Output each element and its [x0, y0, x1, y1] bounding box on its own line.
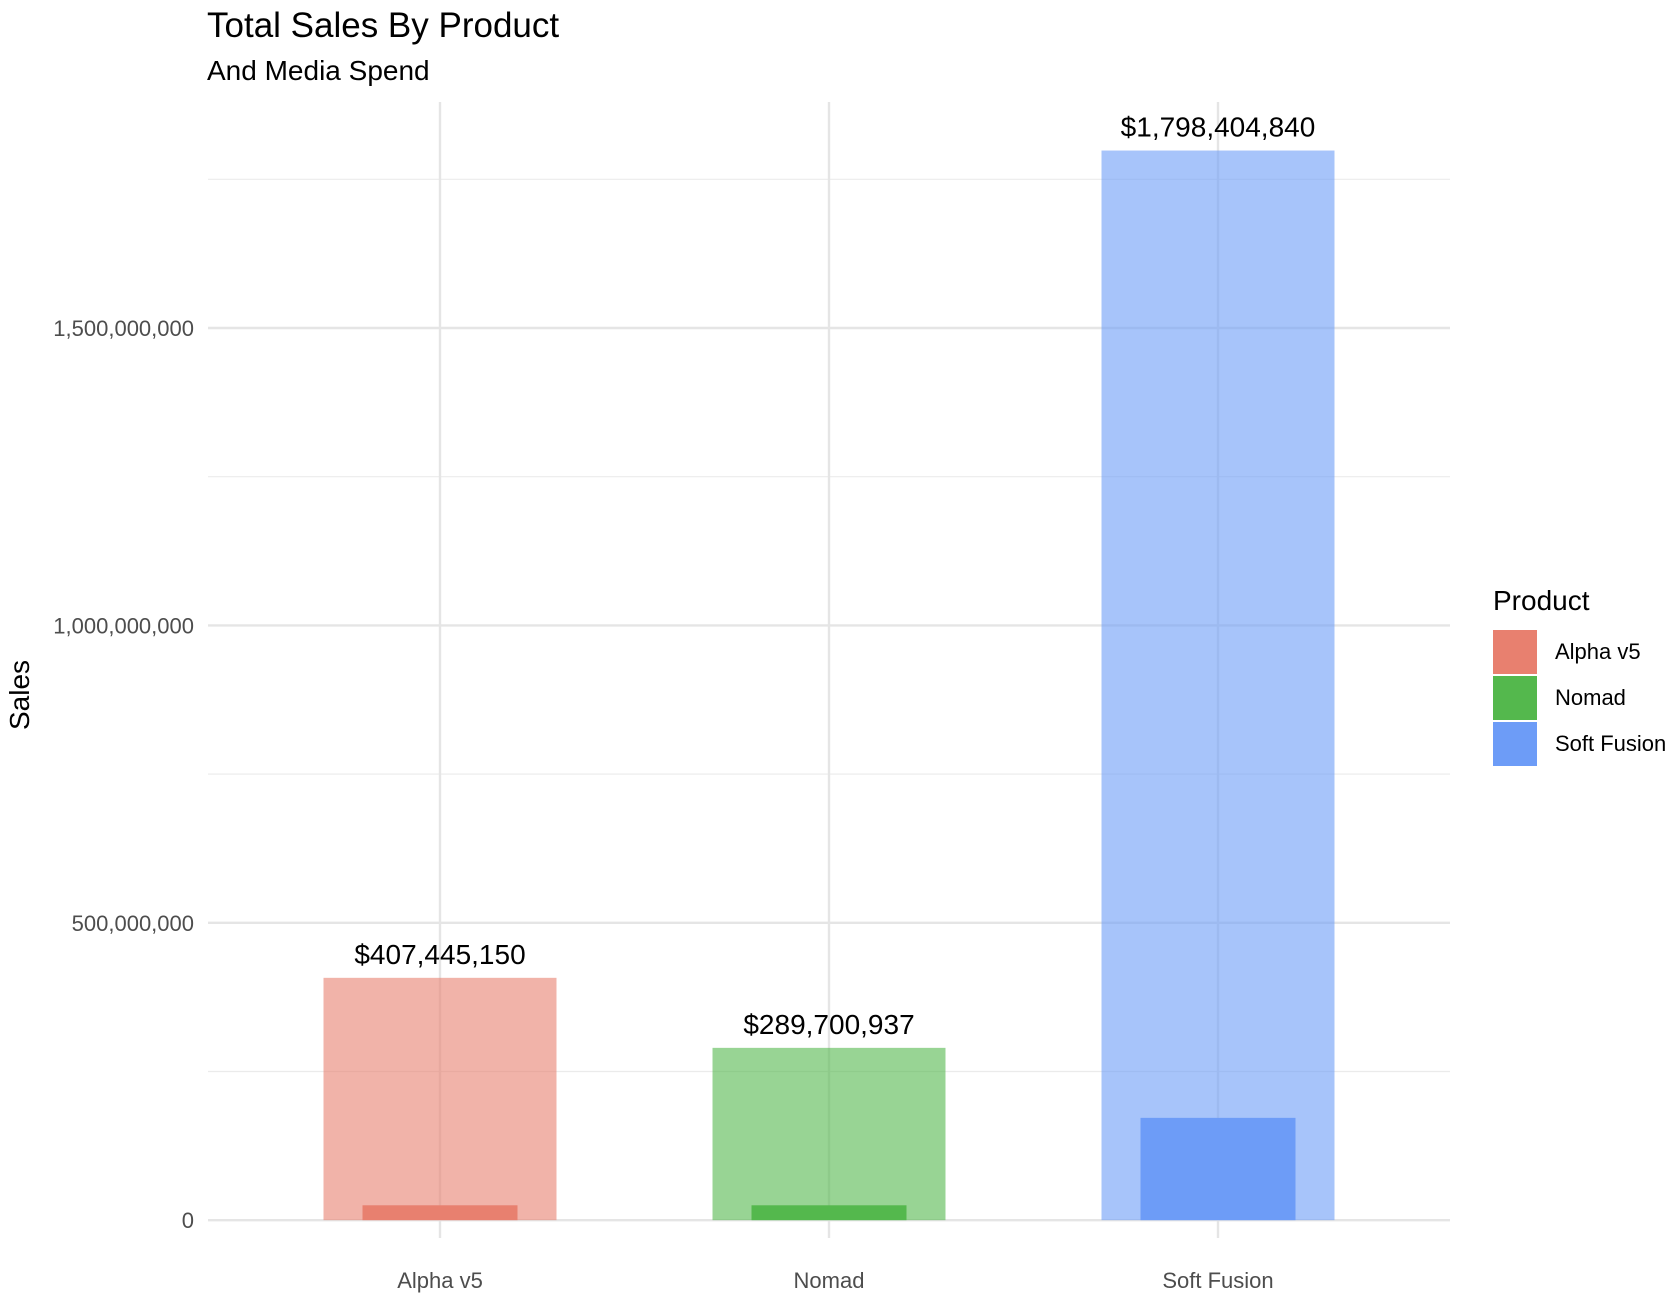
legend-items: Alpha v5 Nomad Soft Fusion [1493, 629, 1666, 767]
media-spend-bar [1140, 1117, 1296, 1221]
y-tick-label: 0 [182, 1208, 194, 1233]
sales-bar [323, 977, 557, 1221]
x-tick-label: Alpha v5 [397, 1268, 483, 1293]
data-label: $289,700,937 [743, 1009, 914, 1040]
x-tick-label: Soft Fusion [1162, 1268, 1273, 1293]
legend-item: Soft Fusion [1493, 721, 1666, 767]
chart-title: Total Sales By Product [207, 6, 560, 45]
sales-bar [712, 1047, 946, 1221]
sales-bar [1101, 150, 1335, 1221]
x-tick-label: Nomad [794, 1268, 865, 1293]
legend-label: Soft Fusion [1555, 731, 1667, 756]
legend-item: Nomad [1493, 675, 1666, 721]
legend-swatch [1493, 630, 1537, 674]
legend-title: Product [1493, 585, 1590, 616]
legend-item: Alpha v5 [1493, 629, 1666, 675]
data-label: $1,798,404,840 [1121, 112, 1316, 143]
y-tick-label: 1,500,000,000 [53, 316, 194, 341]
legend-label: Alpha v5 [1555, 639, 1641, 664]
data-label: $407,445,150 [354, 939, 525, 970]
media-spend-bar [362, 1205, 518, 1221]
media-spend-bar [751, 1205, 907, 1221]
y-tick-label: 500,000,000 [72, 911, 194, 936]
y-tick-label: 1,000,000,000 [53, 613, 194, 638]
legend-swatch [1493, 676, 1537, 720]
legend: Product Alpha v5 Nomad Soft Fusion [1493, 585, 1666, 767]
legend-label: Nomad [1555, 685, 1626, 710]
chart-subtitle: And Media Spend [207, 55, 430, 86]
legend-swatch [1493, 722, 1537, 766]
